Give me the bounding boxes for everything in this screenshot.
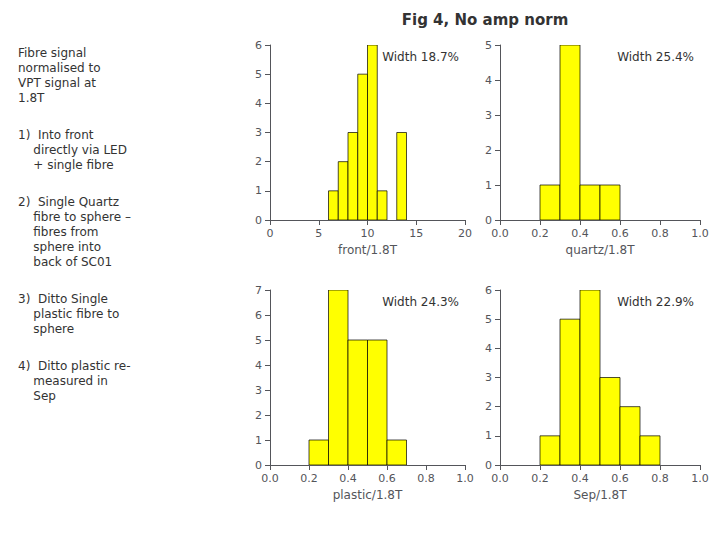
svg-text:0.4: 0.4: [571, 227, 589, 240]
svg-text:6: 6: [255, 39, 262, 52]
svg-text:4: 4: [485, 74, 492, 87]
svg-text:0.0: 0.0: [261, 472, 279, 485]
svg-text:Fig 4, No amp norm: Fig 4, No amp norm: [402, 11, 569, 29]
svg-text:3) Ditto Single: 3) Ditto Single: [18, 292, 108, 306]
svg-text:5: 5: [255, 68, 262, 81]
svg-text:0: 0: [485, 214, 492, 227]
svg-text:3: 3: [255, 384, 262, 397]
svg-text:3: 3: [485, 371, 492, 384]
svg-text:quartz/1.8T: quartz/1.8T: [566, 243, 636, 257]
svg-text:2: 2: [485, 144, 492, 157]
svg-text:sphere into: sphere into: [18, 240, 101, 254]
svg-text:0: 0: [255, 459, 262, 472]
svg-text:1.0: 1.0: [691, 227, 709, 240]
svg-text:VPT signal at: VPT signal at: [18, 76, 96, 90]
svg-text:1.0: 1.0: [691, 472, 709, 485]
svg-text:4: 4: [255, 359, 262, 372]
svg-text:fibre to sphere –: fibre to sphere –: [18, 210, 131, 224]
svg-text:10: 10: [361, 227, 375, 240]
svg-text:Sep: Sep: [18, 389, 56, 403]
svg-text:5: 5: [485, 313, 492, 326]
svg-text:0: 0: [267, 227, 274, 240]
svg-text:0.4: 0.4: [339, 472, 357, 485]
svg-text:0.4: 0.4: [571, 472, 589, 485]
svg-text:1: 1: [485, 429, 492, 442]
svg-text:normalised to: normalised to: [18, 61, 101, 75]
svg-text:directly via LED: directly via LED: [18, 143, 127, 157]
svg-text:5: 5: [485, 39, 492, 52]
svg-text:6: 6: [485, 284, 492, 297]
svg-text:measured in: measured in: [18, 374, 108, 388]
svg-text:6: 6: [255, 309, 262, 322]
svg-text:Fibre signal: Fibre signal: [18, 46, 86, 60]
svg-text:0.8: 0.8: [651, 472, 669, 485]
svg-text:0.6: 0.6: [378, 472, 396, 485]
svg-text:5: 5: [255, 334, 262, 347]
svg-text:fibres from: fibres from: [18, 225, 98, 239]
svg-text:0.8: 0.8: [417, 472, 435, 485]
svg-text:2) Single Quartz: 2) Single Quartz: [18, 195, 119, 209]
svg-text:Width 22.9%: Width 22.9%: [617, 295, 694, 309]
svg-text:Width 24.3%: Width 24.3%: [382, 295, 459, 309]
svg-text:+ single fibre: + single fibre: [18, 158, 114, 172]
svg-text:sphere: sphere: [18, 322, 74, 336]
svg-text:0.6: 0.6: [611, 472, 629, 485]
svg-text:4: 4: [485, 342, 492, 355]
svg-text:2: 2: [255, 409, 262, 422]
svg-text:front/1.8T: front/1.8T: [338, 243, 398, 257]
svg-text:4: 4: [255, 97, 262, 110]
svg-text:5: 5: [315, 227, 322, 240]
svg-text:4) Ditto plastic re-: 4) Ditto plastic re-: [18, 359, 130, 373]
svg-text:0.8: 0.8: [651, 227, 669, 240]
svg-text:0.2: 0.2: [300, 472, 318, 485]
svg-text:1: 1: [255, 434, 262, 447]
svg-text:Sep/1.8T: Sep/1.8T: [573, 488, 627, 502]
svg-text:1) Into front: 1) Into front: [18, 128, 94, 142]
svg-text:Width 18.7%: Width 18.7%: [382, 50, 459, 64]
svg-text:0.6: 0.6: [611, 227, 629, 240]
svg-text:0.2: 0.2: [531, 472, 549, 485]
svg-text:2: 2: [485, 400, 492, 413]
svg-text:0.0: 0.0: [491, 472, 509, 485]
svg-text:1: 1: [255, 184, 262, 197]
svg-text:0: 0: [485, 459, 492, 472]
svg-text:1.8T: 1.8T: [18, 91, 45, 105]
svg-text:plastic fibre to: plastic fibre to: [18, 307, 119, 321]
svg-text:back of SC01: back of SC01: [18, 255, 112, 269]
svg-text:3: 3: [485, 109, 492, 122]
svg-text:2: 2: [255, 155, 262, 168]
svg-text:1: 1: [485, 179, 492, 192]
svg-text:20: 20: [458, 227, 472, 240]
svg-text:3: 3: [255, 126, 262, 139]
svg-text:1.0: 1.0: [456, 472, 474, 485]
svg-text:0.2: 0.2: [531, 227, 549, 240]
svg-text:7: 7: [255, 284, 262, 297]
svg-text:15: 15: [409, 227, 423, 240]
svg-text:Width 25.4%: Width 25.4%: [617, 50, 694, 64]
svg-text:0: 0: [255, 214, 262, 227]
svg-text:0.0: 0.0: [491, 227, 509, 240]
svg-text:plastic/1.8T: plastic/1.8T: [333, 488, 403, 502]
